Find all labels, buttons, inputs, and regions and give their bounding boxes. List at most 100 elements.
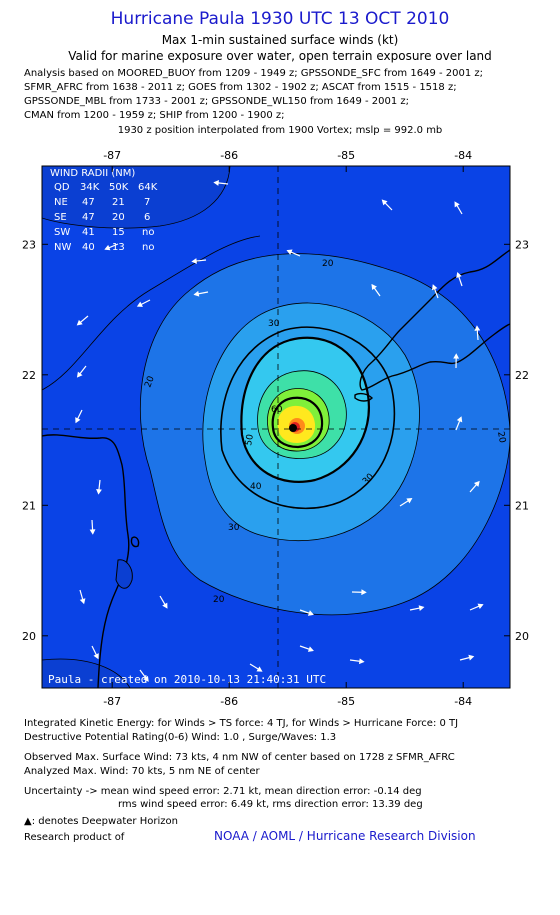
- position-note: 1930 z position interpolated from 1900 V…: [117, 125, 443, 136]
- contour-label: 20: [143, 375, 156, 389]
- wind-radii-cell: 41: [82, 227, 95, 238]
- contour-label: 40: [250, 482, 262, 492]
- wind-vector-head: [406, 498, 413, 504]
- wind-vector-head: [468, 654, 475, 661]
- uncertainty-line-2: rms wind speed error: 6.49 kt, rms direc…: [118, 799, 423, 810]
- contour-label: 60: [271, 405, 283, 415]
- wind-radii-header: QD: [54, 182, 70, 193]
- wind-vector-head: [79, 598, 86, 605]
- coastline-chetumal: [115, 559, 133, 589]
- center-marker: [289, 424, 297, 432]
- y-tick-label-right: 20: [515, 630, 529, 643]
- x-tick-label-bottom: -87: [103, 695, 121, 708]
- wind-radii-cell: 20: [112, 212, 125, 223]
- contour-line-30: [202, 302, 420, 542]
- wind-radii-title: WIND RADII (NM): [50, 168, 135, 179]
- wind-radii-cell: no: [142, 227, 154, 238]
- wind-vector-head: [89, 529, 96, 535]
- wind-vector-head: [418, 605, 425, 611]
- x-tick-label-bottom: -84: [454, 695, 472, 708]
- deepwater-text: : denotes Deepwater Horizon: [31, 816, 178, 827]
- wind-radii-cell: NE: [54, 197, 68, 208]
- region-far-nw: [42, 166, 230, 229]
- wind-vector-head: [143, 675, 149, 682]
- wind-radii-cell: NW: [54, 242, 71, 253]
- wind-vector-head: [76, 319, 83, 326]
- coastline-yucatan: [42, 434, 130, 688]
- y-tick-label-left: 22: [22, 369, 36, 382]
- wind-radii-cell: SW: [54, 227, 70, 238]
- wind-vector-head: [213, 180, 219, 186]
- deepwater-icon: ▲: [24, 816, 32, 827]
- wind-vector-head: [307, 646, 314, 652]
- wind-vector-head: [431, 284, 438, 291]
- analysis-line: Analysis based on MOORED_BUOY from 1209 …: [24, 68, 484, 79]
- x-tick-label-bottom: -86: [220, 695, 238, 708]
- wind-radii-cell: no: [142, 242, 154, 253]
- wind-radii-cell: 40: [82, 242, 95, 253]
- coastline-cozumel: [130, 536, 140, 548]
- y-tick-label-right: 21: [515, 499, 529, 512]
- chart-subtitle: Max 1-min sustained surface winds (kt): [161, 33, 399, 47]
- wind-vector-head: [256, 666, 263, 672]
- y-tick-label-left: 20: [22, 630, 36, 643]
- wind-radii-table: WIND RADII (NM) QD 34K 50K 64K NE 47 21 …: [50, 168, 158, 253]
- wind-radii-cell: 7: [144, 197, 150, 208]
- wind-vector-head: [104, 244, 111, 251]
- contour-line-20: [139, 253, 510, 616]
- chart-title: Hurricane Paula 1930 UTC 13 OCT 2010: [110, 9, 450, 29]
- wind-radii-cell: 21: [112, 197, 125, 208]
- wind-vector-head: [361, 589, 367, 596]
- y-tick-label-right: 23: [515, 238, 529, 251]
- contour-label: 20: [213, 595, 225, 605]
- analysis-line: SFMR_AFRC from 1638 - 2011 z; GOES from …: [24, 82, 457, 93]
- analyzed-line: Analyzed Max. Wind: 70 kts, 5 nm NE of c…: [24, 766, 260, 777]
- wind-radii-cell: 15: [112, 227, 125, 238]
- wind-vector-head: [453, 353, 460, 359]
- wind-vector-head: [307, 610, 314, 616]
- valid-note: Valid for marine exposure over water, op…: [68, 49, 492, 63]
- wind-vector-head: [477, 603, 484, 610]
- wind-radii-cell: 47: [82, 212, 95, 223]
- y-tick-label-right: 22: [515, 369, 529, 382]
- noaa-credit: NOAA / AOML / Hurricane Research Divisio…: [214, 829, 476, 843]
- contour-line-far-sw: [42, 658, 131, 688]
- wind-radii-header: 50K: [109, 182, 129, 193]
- wind-radii-cell: 47: [82, 197, 95, 208]
- y-tick-label-left: 21: [22, 499, 36, 512]
- wind-vector-head: [473, 480, 480, 487]
- observed-line: Observed Max. Surface Wind: 73 kts, 4 nm…: [24, 752, 455, 763]
- contour-label: 50: [244, 433, 256, 446]
- ike-line: Integrated Kinetic Energy: for Winds > T…: [24, 718, 459, 729]
- dpr-line: Destructive Potential Rating(0-6) Wind: …: [24, 732, 337, 743]
- plot-frame: [41, 165, 511, 689]
- x-tick-label-top: -86: [220, 149, 238, 162]
- wind-vector-head: [191, 258, 197, 264]
- contour-line-50: [257, 370, 347, 459]
- wind-radii-cell: SE: [54, 212, 67, 223]
- analysis-line: CMAN from 1200 - 1959 z; SHIP from 1200 …: [24, 110, 285, 121]
- wind-radii-cell: 13: [112, 242, 125, 253]
- research-label: Research product of: [24, 832, 125, 843]
- wind-map: 20 20 20 20 30 30 30 40 50 60 WIND RADII…: [22, 149, 529, 708]
- wind-radii-cell: 6: [144, 212, 150, 223]
- wind-vector-head: [456, 272, 462, 279]
- x-tick-label-top: -84: [454, 149, 472, 162]
- wind-vector-head: [193, 290, 200, 297]
- wind-vector-head: [76, 371, 83, 378]
- wind-vector-head: [162, 602, 168, 609]
- wind-vector-head: [75, 417, 81, 424]
- contour-label: 30: [228, 523, 240, 533]
- deepwater-note: ▲: denotes Deepwater Horizon: [24, 815, 178, 828]
- uncertainty-line: Uncertainty -> mean wind speed error: 2.…: [24, 786, 422, 797]
- x-tick-label-top: -85: [337, 149, 355, 162]
- wind-vector-head: [474, 325, 481, 331]
- y-tick-label-left: 23: [22, 238, 36, 251]
- contour-label: 20: [322, 259, 334, 269]
- wind-radii-header: 64K: [138, 182, 158, 193]
- wind-vector-head: [456, 416, 463, 423]
- map-credit: Paula - created on 2010-10-13 21:40:31 U…: [48, 673, 326, 686]
- wind-vector-head: [96, 489, 102, 495]
- region-far-sw: [42, 659, 130, 688]
- contour-line-64kt: [271, 396, 324, 449]
